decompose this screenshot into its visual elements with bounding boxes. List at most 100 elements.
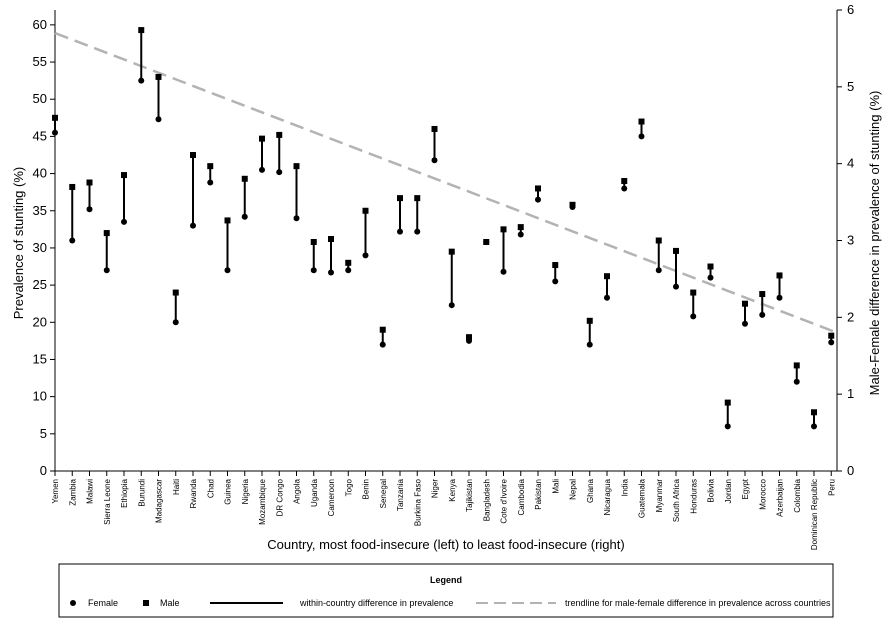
female-point: [241, 213, 248, 220]
y-tick-label: 5: [40, 426, 47, 441]
female-point: [673, 283, 679, 290]
x-tick-label: Kenya: [448, 478, 457, 501]
male-point: [328, 236, 334, 243]
male-point: [483, 238, 490, 245]
male-point: [379, 326, 386, 333]
x-tick-label: DR Congo: [275, 478, 284, 516]
legend-title: Legend: [430, 575, 462, 585]
x-tick-label: Myanmar: [655, 479, 664, 513]
male-point: [362, 207, 369, 214]
y2-axis-title: Male-Female difference in prevalence of …: [867, 91, 882, 396]
female-point: [517, 231, 524, 238]
legend-line-label: within-country difference in prevalence: [299, 598, 453, 608]
male-point: [259, 135, 265, 142]
x-tick-label: Nigeria: [241, 478, 250, 504]
male-point: [224, 217, 231, 224]
female-point: [552, 278, 559, 285]
male-point: [155, 73, 162, 80]
male-point: [431, 125, 438, 132]
female-point: [328, 269, 334, 276]
y-tick-label: 60: [33, 17, 47, 32]
left-y-axis: 0 5 10 15 20 25 30 35 40 45 50 55 60: [33, 17, 55, 478]
x-tick-label: Zambia: [68, 478, 77, 505]
x-tick-label: Niger: [431, 479, 440, 498]
female-point: [397, 228, 403, 235]
female-point: [362, 252, 369, 259]
x-tick-label: Madagascar: [155, 479, 164, 523]
male-point: [517, 224, 524, 231]
x-tick-label: Colombia: [793, 478, 802, 512]
x-tick-label: Mali: [551, 479, 560, 494]
male-point: [310, 238, 317, 245]
female-point: [172, 319, 179, 326]
x-tick-label: South Africa: [672, 478, 681, 522]
x-tick-label: Benin: [362, 479, 371, 499]
male-point: [621, 178, 628, 185]
x-tick-label: India: [620, 478, 629, 496]
male-point: [776, 272, 783, 279]
legend: Legend Female Male within-country differ…: [58, 563, 834, 618]
female-point: [448, 302, 455, 309]
x-tick-label: Chad: [206, 479, 215, 498]
female-point: [604, 294, 610, 301]
x-tick-label: Bolivia: [707, 478, 716, 502]
x-tick-label: Azerbaijan: [776, 479, 785, 517]
female-point: [811, 423, 817, 430]
marks-layer: [52, 27, 835, 430]
x-tick-label: Ghana: [586, 478, 595, 503]
female-point: [621, 185, 628, 192]
x-tick-label: Guinea: [224, 478, 233, 504]
male-point: [707, 263, 714, 270]
male-point: [138, 27, 145, 34]
female-point: [793, 378, 800, 385]
x-tick-label: Honduras: [689, 479, 698, 514]
x-tick-label: Nicaragua: [603, 478, 612, 515]
female-point: [86, 206, 93, 213]
x-tick-label: Cambodia: [517, 478, 526, 515]
x-tick-label: Egypt: [741, 478, 750, 499]
y-tick-label: 15: [33, 351, 47, 366]
male-point: [172, 289, 179, 296]
male-point: [345, 259, 352, 266]
legend-female-label: Female: [88, 598, 118, 608]
x-tick-label: Burundi: [137, 479, 146, 507]
female-point: [293, 215, 300, 222]
male-point: [793, 362, 800, 369]
female-point: [742, 320, 748, 327]
y2-tick-label: 1: [847, 386, 854, 401]
female-point: [535, 196, 541, 203]
male-point: [86, 179, 93, 186]
x-tick-label: Cote d'Ivoire: [500, 478, 509, 523]
male-point: [448, 248, 455, 255]
trendline: [54, 31, 838, 334]
female-point: [207, 179, 214, 186]
x-tick-label: Uganda: [310, 478, 319, 507]
x-tick-label: Mozambique: [258, 478, 267, 524]
male-point: [121, 172, 127, 179]
female-point: [724, 423, 731, 430]
y-tick-label: 55: [33, 54, 47, 69]
male-point: [828, 332, 835, 339]
x-tick-label: Peru: [827, 479, 836, 496]
y-tick-label: 35: [33, 203, 47, 218]
x-tick-label: Morocco: [758, 478, 767, 509]
male-point: [742, 300, 748, 307]
x-tick-label: Burkina Faso: [413, 478, 422, 526]
y-tick-label: 25: [33, 277, 47, 292]
x-tick-label: Haiti: [172, 479, 181, 495]
x-tick-label: Dominican Republic: [810, 479, 819, 550]
male-point: [414, 195, 421, 202]
female-point: [655, 267, 662, 274]
female-point: [638, 133, 645, 140]
x-tick-label: Rwanda: [189, 478, 198, 508]
y-tick-label: 20: [33, 314, 47, 329]
x-tick-label: Senegal: [379, 479, 388, 509]
legend-male-label: Male: [160, 598, 180, 608]
x-axis: Yemen Zambia Malawi Sierra Leone Ethiopia Bur…: [51, 471, 836, 550]
male-point: [241, 175, 248, 182]
y-tick-label: 45: [33, 128, 47, 143]
female-point: [276, 169, 283, 176]
male-point: [811, 409, 817, 416]
